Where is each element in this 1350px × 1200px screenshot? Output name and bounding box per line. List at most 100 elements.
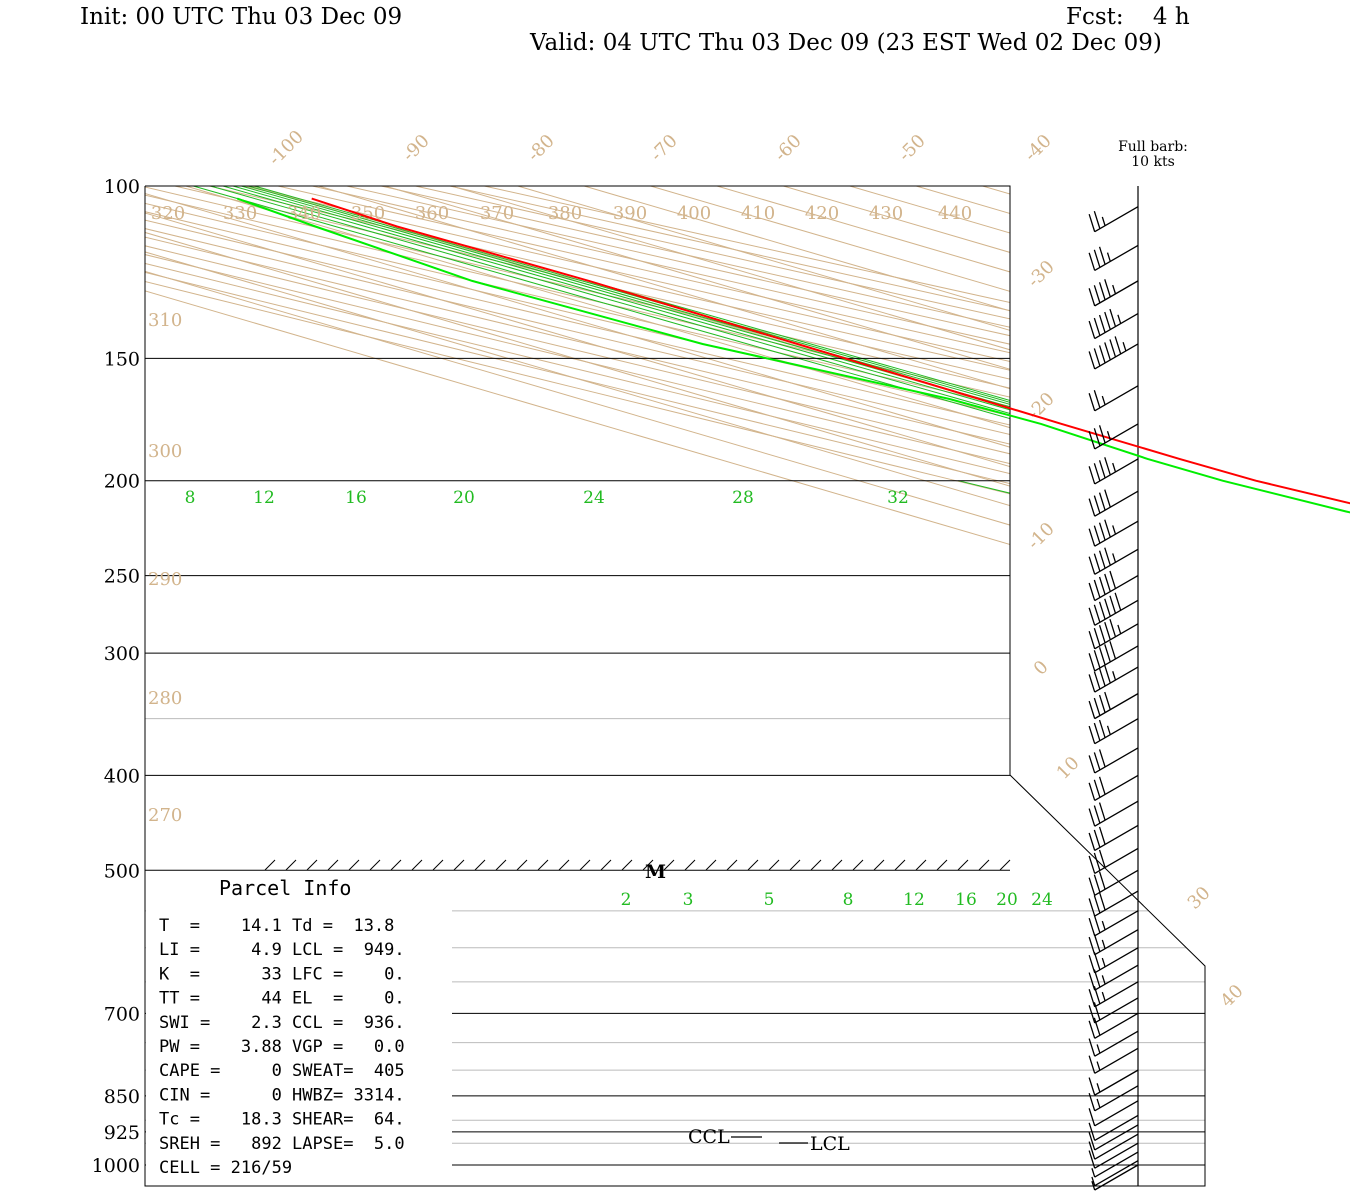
mixing-ratio-label: 28: [732, 488, 754, 508]
pressure-tick-label: 700: [104, 1003, 140, 1025]
pressure-tick-label: 850: [104, 1086, 140, 1108]
ccl-label: CCL: [688, 1126, 730, 1148]
isotherm-line: [451, 186, 1205, 1166]
theta-label: 280: [148, 688, 182, 709]
isotherm-label: 10: [1053, 753, 1084, 784]
parcel-info-row: CIN = 0 HWBZ= 3314.: [159, 1085, 405, 1105]
hatch-mark: [957, 859, 969, 871]
hatch-mark: [348, 859, 360, 871]
parcel-info-row: PW = 3.88 VGP = 0.0: [159, 1037, 405, 1057]
wind-barb: [1088, 718, 1139, 745]
mixing-ratio-label: 20: [996, 890, 1018, 910]
isotherm-label: -60: [770, 130, 805, 165]
dry-adiabat-line: [484, 186, 1205, 1166]
sounding-profiles: [236, 197, 1350, 514]
wind-barb: [1088, 1124, 1139, 1151]
isotherm-label: -80: [523, 130, 558, 165]
hatch-mark: [327, 859, 339, 871]
hatch-mark: [495, 859, 507, 871]
plot-frame: [144, 185, 1206, 1187]
mixing-ratio-label: 8: [843, 890, 854, 910]
mixing-ratio-lines-upper: [193, 186, 1010, 494]
wind-barb: [1091, 1164, 1139, 1191]
parcel-info-row: Tc = 18.3 SHEAR= 64.: [159, 1110, 405, 1130]
mixing-ratio-label: 20: [453, 488, 475, 508]
pressure-tick-label: 500: [104, 860, 140, 882]
theta-label: 270: [148, 805, 182, 826]
hatch-mark: [474, 859, 486, 871]
mixing-ratio-label: 8: [185, 488, 196, 508]
wind-barb: [1088, 1085, 1139, 1112]
hatch-mark: [369, 859, 381, 871]
wind-barb: [1088, 981, 1139, 1008]
isotherm-label: 30: [1184, 883, 1215, 914]
parcel-info-row: LI = 4.9 LCL = 949.: [159, 940, 405, 960]
wind-barb: [1091, 1160, 1139, 1187]
isotherm-line: [145, 186, 1205, 1166]
pressure-tick-label: 400: [104, 765, 140, 787]
parcel-info-row: SREH = 892 LAPSE= 5.0: [159, 1134, 405, 1154]
parcel-info-panel: Parcel Info T = 14.1 Td = 13.8 LI = 4.9 LC…: [146, 871, 452, 1185]
mixing-ratio-label: 5: [764, 890, 775, 910]
wind-barb: [1088, 929, 1139, 956]
wind-barb: [1088, 910, 1139, 937]
hatch-mark: [810, 859, 822, 871]
wind-barb: [1088, 1142, 1139, 1169]
dry-adiabat-line: [449, 186, 1205, 1166]
barb-legend-value: 10 kts: [1131, 154, 1175, 170]
wind-barb: [1088, 1047, 1139, 1074]
wind-barb: [1088, 570, 1139, 602]
wind-barb: [1088, 774, 1139, 801]
isotherm-label: -30: [1023, 256, 1058, 291]
parcel-info-row: K = 33 LFC = 0.: [159, 964, 405, 984]
isotherm-label: -90: [398, 130, 433, 165]
parcel-info-row: T = 14.1 Td = 13.8: [159, 916, 394, 936]
wind-barb: [1088, 869, 1139, 896]
wind-barb: [1088, 385, 1139, 412]
isotherm-label: -40: [1020, 130, 1055, 165]
temperature-profile-line: [311, 197, 1350, 505]
hatch-mark: [621, 859, 633, 871]
wind-barb: [1091, 1151, 1139, 1178]
theta-label: 430: [869, 203, 903, 224]
wind-barbs: Full barb:10 kts: [1088, 139, 1188, 1191]
wind-barb: [1088, 824, 1139, 852]
hatch-mark: [516, 859, 528, 871]
lcl-label: LCL: [810, 1133, 850, 1155]
wind-barb: [1088, 336, 1139, 370]
wind-barb: [1088, 519, 1139, 547]
theta-label: 340: [287, 203, 321, 224]
hatch-mark: [642, 859, 654, 871]
hatch-mark: [789, 859, 801, 871]
isotherm-line: [517, 186, 1205, 1166]
theta-label: 380: [548, 203, 582, 224]
wind-barb: [1088, 423, 1139, 450]
isotherm-line: [384, 186, 1205, 1166]
theta-label: 330: [223, 203, 257, 224]
hatch-mark: [768, 859, 780, 871]
wind-barb: [1088, 1100, 1139, 1127]
wind-barb: [1088, 641, 1139, 672]
wind-barb: [1088, 457, 1139, 485]
isotherm-line: [318, 186, 1205, 1166]
wind-barb: [1088, 800, 1139, 827]
theta-label: 320: [151, 203, 185, 224]
mixing-ratio-label: 32: [887, 488, 909, 508]
pressure-tick-label: 1000: [92, 1155, 140, 1177]
theta-label: 440: [938, 203, 972, 224]
hatch-mark: [411, 859, 423, 871]
isotherm-line: [584, 186, 1205, 1166]
theta-label: 390: [613, 203, 647, 224]
wind-barb: [1088, 1133, 1139, 1160]
hatch-mark: [432, 859, 444, 871]
wind-barb: [1088, 691, 1139, 720]
wind-barb: [1088, 592, 1139, 626]
parcel-info-background: [146, 871, 452, 1185]
parcel-info-row: SWI = 2.3 CCL = 936.: [159, 1013, 405, 1033]
mixing-ratio-label: 2: [621, 890, 632, 910]
hatch-mark: [558, 859, 570, 871]
isotherm-line: [145, 186, 1205, 1166]
hatch-mark: [873, 859, 885, 871]
barb-legend-title: Full barb:: [1118, 139, 1188, 155]
wind-barb: [1088, 244, 1139, 271]
